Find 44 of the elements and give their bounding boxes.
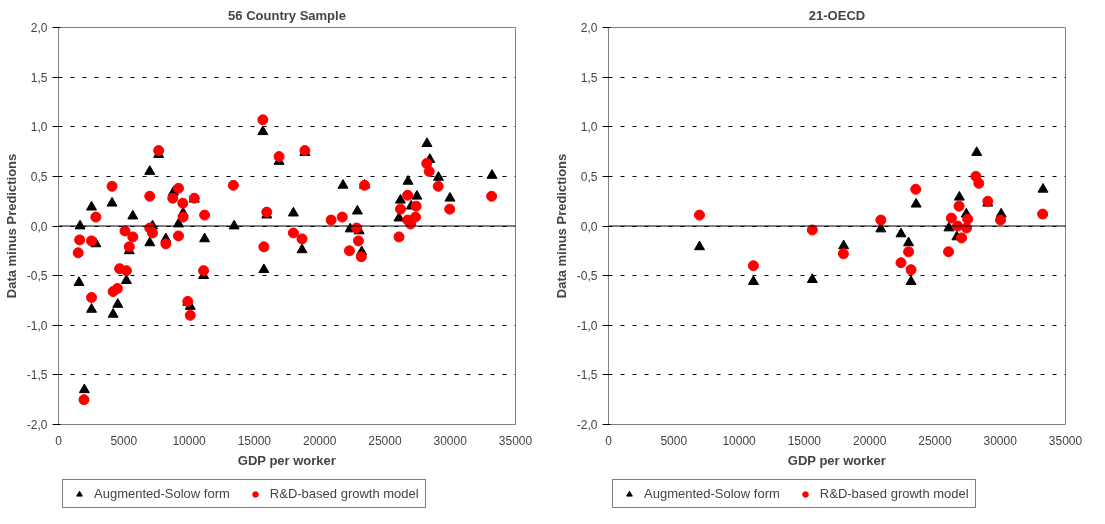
x-tick-label: 10000	[172, 433, 207, 448]
x-tick-label: 35000	[1048, 433, 1083, 448]
legend-label: R&D-based growth model	[819, 486, 969, 501]
y-tick-label: 2,0	[580, 21, 598, 35]
legend-label: R&D-based growth model	[269, 486, 419, 501]
x-tick-label: 20000	[852, 433, 887, 448]
y-tick-label: 0,5	[30, 169, 48, 184]
x-tick-label: 5000	[660, 433, 688, 448]
x-tick-label: 15000	[787, 433, 822, 448]
y-tick-label: 2,0	[30, 21, 48, 35]
x-tick-label: 15000	[237, 433, 272, 448]
y-tick-label: -0,5	[26, 269, 48, 284]
y-tick-label: 0,5	[580, 169, 598, 184]
x-tick-label: 30000	[433, 433, 468, 448]
y-tick-label: 1,0	[580, 120, 598, 135]
y-tick-label: -1,0	[576, 318, 598, 333]
chart-title: 21-OECD	[808, 7, 866, 23]
x-tick-label: 30000	[983, 433, 1018, 448]
y-tick-label: 0,0	[30, 219, 48, 234]
x-tick-label: 5000	[110, 433, 138, 448]
y-tick-label: 0,0	[580, 219, 598, 234]
y-tick-label: 1,5	[580, 70, 598, 85]
legend-label: Augmented-Solow form	[94, 486, 230, 501]
y-tick-label: -1,5	[576, 368, 598, 383]
x-axis-title: GDP per worker	[787, 452, 886, 468]
y-tick-label: 1,0	[30, 120, 48, 135]
y-axis-title: Data minus Predictions	[3, 153, 19, 299]
y-tick-label: -2,0	[576, 418, 598, 432]
y-tick-label: -1,0	[26, 318, 48, 333]
x-tick-label: 0	[605, 433, 613, 448]
x-tick-label: 25000	[918, 433, 952, 448]
x-tick-label: 35000	[498, 433, 533, 448]
y-tick-label: -1,5	[26, 368, 48, 383]
x-tick-label: 25000	[368, 433, 402, 448]
chart-title: 56 Country Sample	[228, 7, 346, 23]
x-tick-label: 20000	[302, 433, 337, 448]
x-tick-label: 10000	[722, 433, 757, 448]
x-axis-title: GDP per worker	[237, 452, 336, 468]
y-axis-title: Data minus Predictions	[553, 153, 569, 299]
x-tick-label: 0	[55, 433, 63, 448]
y-tick-label: -0,5	[576, 269, 598, 284]
y-tick-label: 1,5	[30, 70, 48, 85]
legend-label: Augmented-Solow form	[644, 486, 780, 501]
y-tick-label: -2,0	[26, 418, 48, 432]
